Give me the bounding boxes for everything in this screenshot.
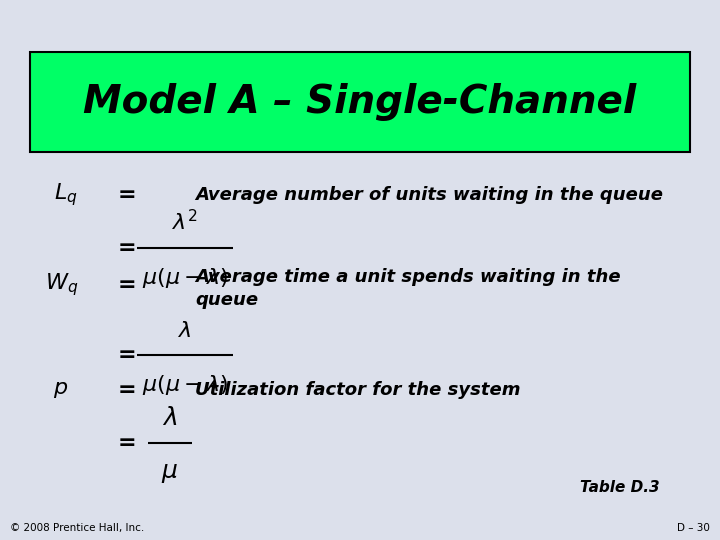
Bar [30, 52, 690, 152]
Text: =: = [118, 238, 137, 258]
Text: Average time a unit spends waiting in the: Average time a unit spends waiting in th… [195, 268, 621, 286]
Text: D – 30: D – 30 [677, 523, 710, 533]
Text: $W_q$: $W_q$ [45, 272, 78, 299]
Text: =: = [118, 275, 137, 295]
Text: =: = [118, 185, 137, 205]
Text: $\lambda$: $\lambda$ [162, 406, 178, 430]
Text: $\mu(\mu-\lambda)$: $\mu(\mu-\lambda)$ [142, 266, 228, 290]
Text: Model A – Single-Channel: Model A – Single-Channel [84, 83, 636, 121]
Text: $L_q$: $L_q$ [54, 181, 78, 208]
Text: $\mu(\mu-\lambda)$: $\mu(\mu-\lambda)$ [142, 373, 228, 397]
Text: queue: queue [195, 291, 258, 309]
Text: =: = [118, 345, 137, 365]
Text: $\lambda$: $\lambda$ [178, 321, 192, 341]
Text: =: = [118, 433, 137, 453]
Text: $\mu$: $\mu$ [161, 461, 179, 485]
Text: Utilization factor for the system: Utilization factor for the system [195, 381, 521, 399]
Text: © 2008 Prentice Hall, Inc.: © 2008 Prentice Hall, Inc. [10, 523, 144, 533]
Text: Average number of units waiting in the queue: Average number of units waiting in the q… [195, 186, 663, 204]
Text: $p$: $p$ [53, 380, 68, 400]
Text: Table D.3: Table D.3 [580, 481, 660, 496]
Text: =: = [118, 380, 137, 400]
Text: $\lambda^2$: $\lambda^2$ [172, 209, 198, 234]
